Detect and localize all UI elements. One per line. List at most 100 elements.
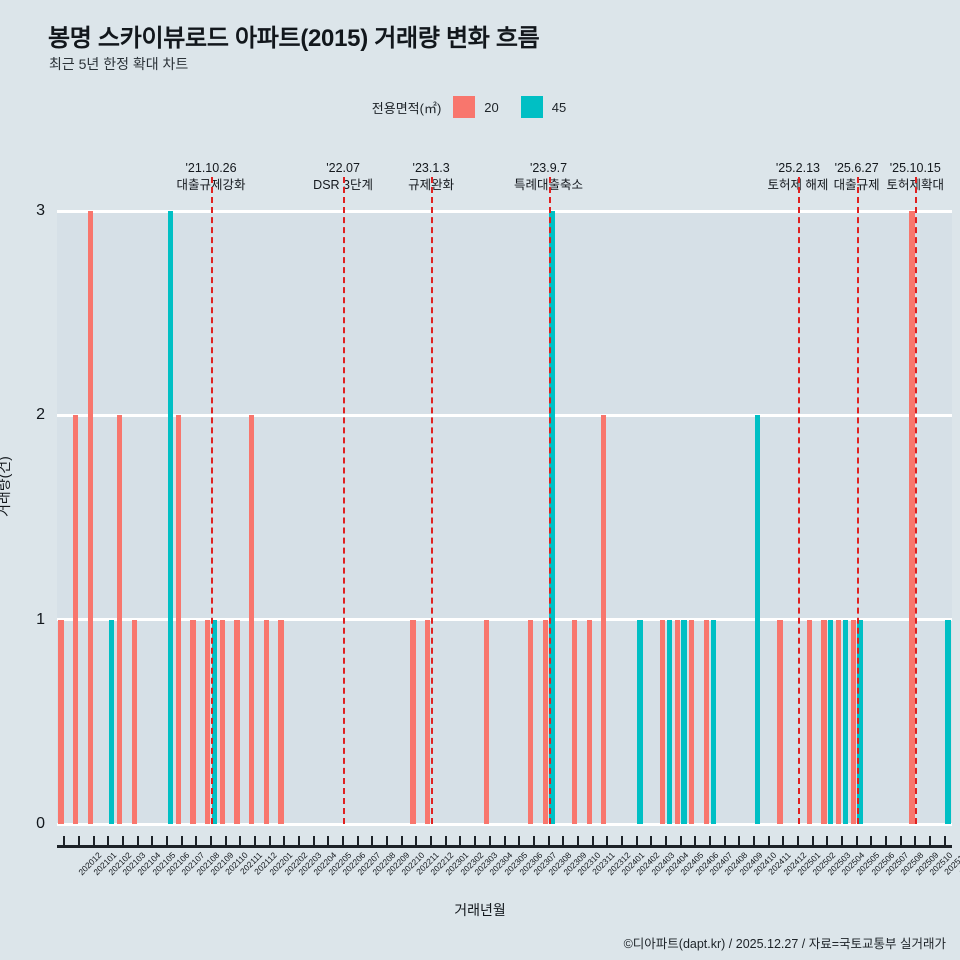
bar-202505-20[interactable] <box>835 619 842 824</box>
bar-202504-20[interactable] <box>821 619 827 824</box>
bar-202403-45[interactable] <box>637 619 643 824</box>
x-tick-202305 <box>488 836 491 848</box>
x-tick-202101 <box>78 836 80 848</box>
bar-202108-20[interactable] <box>175 415 181 824</box>
x-tick-202112 <box>239 836 242 848</box>
y-axis-label: 거래량(건) <box>0 456 12 517</box>
bar-202408-45[interactable] <box>710 619 716 824</box>
bar-202406-20[interactable] <box>674 619 680 824</box>
bar-202012-20[interactable] <box>58 619 64 824</box>
bar-202102-20[interactable] <box>87 211 93 824</box>
bar-202308-20[interactable] <box>527 619 534 824</box>
y-axis-ticks: 0 1 2 3 <box>0 202 57 832</box>
bar-202110-20[interactable] <box>205 619 211 824</box>
x-tick-202206 <box>327 836 330 848</box>
bar-202105-20[interactable] <box>131 619 137 824</box>
x-tick-202412 <box>767 836 770 848</box>
event-date: '22.07 <box>326 161 360 175</box>
y-tick-1: 1 <box>36 610 45 628</box>
x-tick-202205 <box>312 836 315 848</box>
plot-area <box>57 177 952 826</box>
bar-202405-45[interactable] <box>666 619 672 824</box>
x-tick-202208 <box>356 836 359 848</box>
x-tick-202309 <box>547 836 550 848</box>
x-tick-202212 <box>415 836 418 848</box>
bar-202510-20[interactable] <box>909 211 915 824</box>
x-tick-202510 <box>914 836 917 848</box>
bar-202109-20[interactable] <box>190 619 196 824</box>
bar-202201-20[interactable] <box>249 415 255 824</box>
bar-202311-20[interactable] <box>571 619 578 824</box>
x-tick-202105 <box>136 836 139 848</box>
event-line-202110 <box>211 177 214 824</box>
bar-202107-45[interactable] <box>167 211 174 824</box>
gridline <box>57 618 952 622</box>
bar-202104-20[interactable] <box>117 415 123 824</box>
event-date: '25.6.27 <box>834 161 879 175</box>
x-tick-202311 <box>576 836 579 848</box>
event-line-202502 <box>797 177 800 824</box>
legend-label-45: 45 <box>551 99 567 115</box>
x-tick-202202 <box>268 836 271 848</box>
x-tick-202108 <box>180 836 183 848</box>
x-tick-202509 <box>899 836 902 848</box>
y-tick-0: 0 <box>36 815 45 832</box>
x-tick-202411 <box>752 836 755 848</box>
event-date: '25.10.15 <box>889 161 941 175</box>
bar-202103-45[interactable] <box>109 619 115 824</box>
bar-202305-20[interactable] <box>483 619 490 824</box>
bar-202506-45[interactable] <box>857 619 863 824</box>
x-tick-202104 <box>122 836 125 848</box>
bar-202309-45[interactable] <box>549 211 555 824</box>
x-tick-202501 <box>782 836 785 848</box>
x-tick-202503 <box>811 836 814 848</box>
x-tick-202106 <box>151 836 154 848</box>
x-tick-202306 <box>503 836 506 848</box>
x-tick-202405 <box>664 836 667 848</box>
x-tick-202404 <box>650 836 653 848</box>
bar-202405-20[interactable] <box>659 619 666 824</box>
bar-202505-45[interactable] <box>842 619 848 824</box>
bar-202411-45[interactable] <box>754 415 760 824</box>
bar-202309-20[interactable] <box>542 619 548 824</box>
x-tick-202407 <box>694 836 697 848</box>
bar-202112-20[interactable] <box>234 619 240 824</box>
footer-credit: ©디아파트(dapt.kr) / 2025.12.27 / 자료=국토교통부 실… <box>623 937 946 951</box>
event-line-202510 <box>915 177 918 824</box>
bar-202503-20[interactable] <box>806 619 812 824</box>
bar-202101-20[interactable] <box>73 415 79 824</box>
x-tick-202107 <box>166 836 169 848</box>
bar-202301-20[interactable] <box>425 619 431 824</box>
bar-202501-20[interactable] <box>777 619 783 824</box>
bar-202406-45[interactable] <box>681 619 687 824</box>
bar-202407-20[interactable] <box>689 619 695 824</box>
bar-202401-20[interactable] <box>601 415 607 824</box>
bar-202312-20[interactable] <box>586 619 592 824</box>
bar-202408-20[interactable] <box>703 619 710 824</box>
x-tick-202502 <box>796 836 799 848</box>
x-tick-202512 <box>943 836 946 848</box>
bar-202212-20[interactable] <box>410 619 416 824</box>
page-title: 봉명 스카이뷰로드 아파트(2015) 거래량 변화 흐름 <box>48 25 540 52</box>
event-line-202506 <box>856 177 859 824</box>
x-tick-202201 <box>254 836 257 848</box>
gridline <box>57 209 952 213</box>
event-line-202309 <box>548 177 551 824</box>
bar-202111-20[interactable] <box>219 619 225 824</box>
x-tick-202301 <box>430 836 433 848</box>
page-subtitle: 최근 5년 한정 확대 차트 <box>49 56 189 72</box>
x-tick-202312 <box>591 836 594 848</box>
bar-202202-20[interactable] <box>263 619 269 824</box>
x-tick-202508 <box>884 836 887 848</box>
bar-202506-20[interactable] <box>850 619 856 824</box>
x-axis-ticks <box>57 836 952 848</box>
x-tick-202402 <box>620 836 623 848</box>
x-tick-202209 <box>371 836 374 848</box>
bar-202110-45[interactable] <box>211 619 218 824</box>
bar-202504-45[interactable] <box>828 619 834 824</box>
legend-item-20[interactable]: 20 <box>453 96 499 118</box>
x-tick-202211 <box>400 836 403 848</box>
legend-item-45[interactable]: 45 <box>520 96 567 118</box>
bar-202512-45[interactable] <box>945 619 951 824</box>
bar-202203-20[interactable] <box>278 619 284 824</box>
